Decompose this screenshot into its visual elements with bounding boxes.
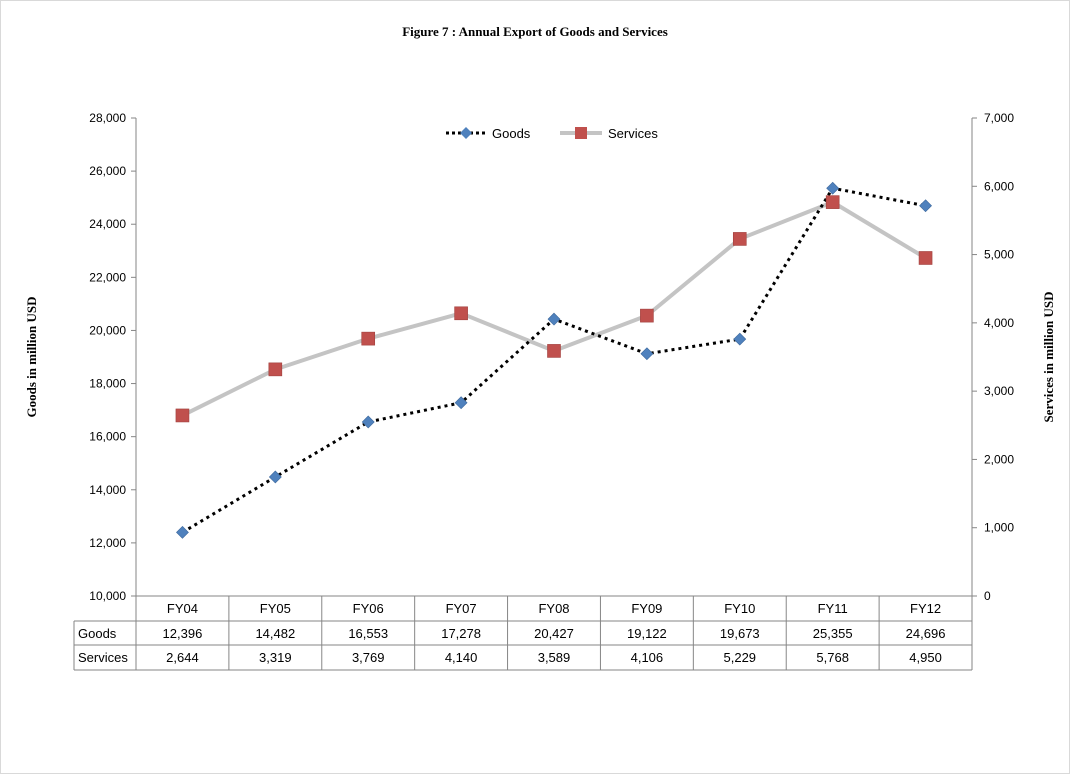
table-cell-services: 2,644: [166, 650, 199, 665]
table-row-header-services: Services: [78, 650, 128, 665]
x-tick-label: FY05: [260, 601, 291, 616]
table-cell-goods: 12,396: [163, 626, 203, 641]
right-tick-label: 1,000: [984, 521, 1014, 535]
right-tick-label: 0: [984, 589, 991, 603]
table-cell-goods: 19,122: [627, 626, 667, 641]
goods-point: [454, 396, 468, 410]
services-point: [825, 195, 840, 209]
x-tick-label: FY06: [353, 601, 384, 616]
services-point: [547, 344, 561, 358]
legend-goods-label: Goods: [492, 126, 531, 141]
table-cell-goods: 16,553: [348, 626, 388, 641]
table-cell-goods: 20,427: [534, 626, 574, 641]
table-cell-goods: 17,278: [441, 626, 481, 641]
services-point: [918, 251, 933, 265]
goods-point: [640, 347, 654, 361]
table-cell-services: 3,589: [538, 650, 571, 665]
left-tick-label: 20,000: [89, 323, 126, 337]
left-tick-label: 10,000: [89, 589, 126, 603]
axes-group: 10,000 12,000 14,000 16,000 18,000 20,000 22,0…: [24, 111, 1056, 603]
goods-point: [176, 525, 189, 539]
right-tick-label: 5,000: [984, 248, 1014, 262]
right-axis-title: Services in million USD: [1041, 291, 1056, 422]
left-axis-title: Goods in million USD: [24, 296, 39, 417]
left-tick-label: 18,000: [89, 377, 126, 391]
series-layer: [175, 181, 933, 539]
table-cell-services: 4,140: [445, 650, 478, 665]
legend-services-marker: [575, 127, 587, 139]
x-tick-label: FY12: [910, 601, 941, 616]
right-tick-label: 7,000: [984, 111, 1014, 125]
goods-line: [181, 186, 926, 534]
right-tick-label: 4,000: [984, 316, 1014, 330]
x-tick-label: FY11: [818, 601, 848, 616]
services-point: [268, 362, 283, 377]
legend: Goods Services: [446, 126, 658, 141]
x-tick-label: FY04: [167, 601, 198, 616]
table-cell-services: 5,768: [816, 650, 849, 665]
chart-title: Figure 7 : Annual Export of Goods and Se…: [402, 24, 668, 39]
table-cell-goods: 24,696: [906, 626, 946, 641]
data-table: FY04 FY05 FY06 FY07 FY08 FY09 FY10 FY11 FY12 Good…: [73, 596, 973, 671]
table-cell-services: 4,950: [909, 650, 942, 665]
x-tick-label: FY10: [724, 601, 755, 616]
table-cell-goods: 19,673: [720, 626, 760, 641]
table-cell-goods: 25,355: [813, 626, 853, 641]
services-point: [640, 308, 654, 323]
right-tick-label: 6,000: [984, 179, 1014, 193]
goods-point: [826, 181, 840, 195]
x-tick-label: FY08: [538, 601, 569, 616]
table-row-header-goods: Goods: [78, 626, 117, 641]
legend-goods-marker: [460, 127, 472, 139]
left-tick-label: 28,000: [89, 111, 126, 125]
services-point: [175, 408, 190, 423]
right-tick-label: 3,000: [984, 384, 1014, 398]
left-tick-label: 12,000: [89, 536, 126, 550]
left-tick-label: 14,000: [89, 483, 126, 497]
left-tick-label: 16,000: [89, 430, 126, 444]
goods-point: [361, 415, 375, 429]
services-point: [361, 331, 376, 346]
services-point: [732, 232, 747, 246]
right-tick-label: 2,000: [984, 452, 1014, 466]
left-tick-label: 26,000: [89, 164, 126, 178]
goods-point: [733, 332, 747, 346]
goods-point: [268, 470, 282, 484]
table-cell-services: 3,769: [352, 650, 385, 665]
legend-services-label: Services: [608, 126, 658, 141]
left-tick-label: 24,000: [89, 217, 126, 231]
x-tick-label: FY07: [446, 601, 477, 616]
table-cell-services: 3,319: [259, 650, 292, 665]
left-tick-label: 22,000: [89, 270, 126, 284]
table-cell-services: 5,229: [724, 650, 757, 665]
goods-point: [547, 312, 561, 326]
goods-point: [919, 199, 932, 213]
services-line: [181, 200, 927, 418]
table-cell-services: 4,106: [631, 650, 664, 665]
services-point: [454, 306, 468, 321]
table-cell-goods: 14,482: [255, 626, 295, 641]
x-tick-label: FY09: [631, 601, 662, 616]
